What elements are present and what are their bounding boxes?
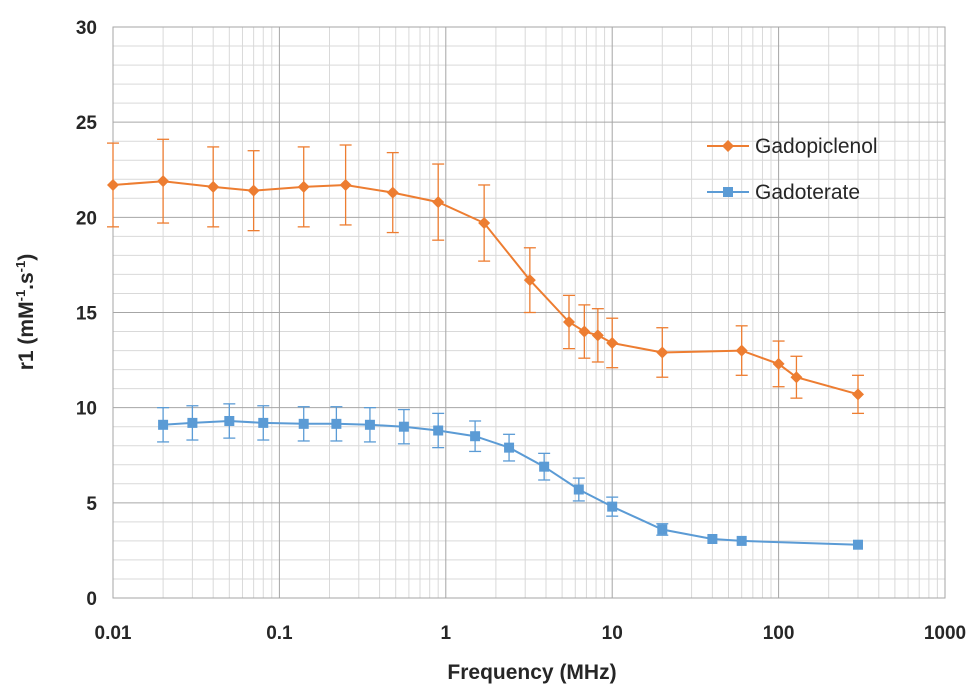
data-point [707,533,718,544]
data-point [504,442,515,453]
legend: Gadopiclenol Gadoterate [707,135,878,204]
legend-marker-gadoterate [723,187,733,197]
data-point [591,329,604,342]
data-point [187,417,198,428]
x-axis-title: Frequency (MHz) [447,661,616,684]
series-gadopiclenol [107,138,864,415]
data-point [364,419,375,430]
data-point [297,180,310,193]
x-tick-label: 1000 [924,623,966,644]
data-point [470,431,481,442]
data-point [606,336,619,349]
legend-marker-gadopiclenol [722,140,734,152]
data-point [224,415,235,426]
y-axis-title-end: ) [15,254,38,261]
data-point [657,524,668,535]
series-gadoterate [157,403,863,550]
series-layer [107,138,864,550]
data-point [562,316,575,329]
y-axis-title: r1 (mM-1.s-1) [13,254,38,371]
data-point [790,371,803,384]
y-tick-labels: 0 5 10 15 20 25 30 [76,18,98,610]
data-point [247,184,260,197]
data-point [339,178,352,191]
data-point [656,346,669,359]
data-point [398,421,409,432]
y-tick-label: 5 [86,494,97,515]
y-axis-title-sup2: -1 [13,261,28,273]
data-point [607,501,618,512]
data-point [852,539,863,550]
y-tick-label: 15 [76,304,98,325]
data-point [258,417,269,428]
data-point [736,535,747,546]
plot-border [112,26,946,599]
data-point [573,484,584,495]
x-tick-label: 1 [441,623,452,644]
data-point [298,418,309,429]
series-line-gadoterate [163,419,859,546]
y-axis-title-main: r1 (mM [15,301,38,370]
data-point [478,217,491,230]
data-point [772,357,785,370]
data-point [207,180,220,193]
y-tick-label: 10 [76,399,97,420]
y-tick-label: 0 [86,589,97,610]
data-point [523,274,536,287]
data-point [157,175,170,188]
data-point [735,344,748,357]
data-point [578,325,591,338]
data-point [158,419,169,430]
y-tick-label: 30 [76,18,97,39]
data-point [386,186,399,199]
data-point [851,388,864,401]
legend-item-gadopiclenol: Gadopiclenol [707,135,878,158]
legend-item-gadoterate: Gadoterate [707,181,860,204]
y-axis-title-mid: .s [15,272,38,290]
data-point [433,425,444,436]
data-point [432,196,445,209]
data-point [331,418,342,429]
series-line-gadopiclenol [112,180,859,396]
data-point [107,178,119,191]
y-tick-label: 25 [76,113,98,134]
x-tick-labels: 0.01 0.1 1 10 100 1000 [95,623,967,644]
x-tick-label: 0.1 [266,623,293,644]
x-tick-label: 10 [602,623,623,644]
y-tick-label: 20 [76,208,97,229]
x-tick-label: 0.01 [95,623,132,644]
legend-label-gadoterate: Gadoterate [755,181,860,204]
y-axis-title-sup1: -1 [13,290,28,302]
x-tick-label: 100 [763,623,795,644]
legend-label-gadopiclenol: Gadopiclenol [755,135,878,158]
data-point [539,461,550,472]
